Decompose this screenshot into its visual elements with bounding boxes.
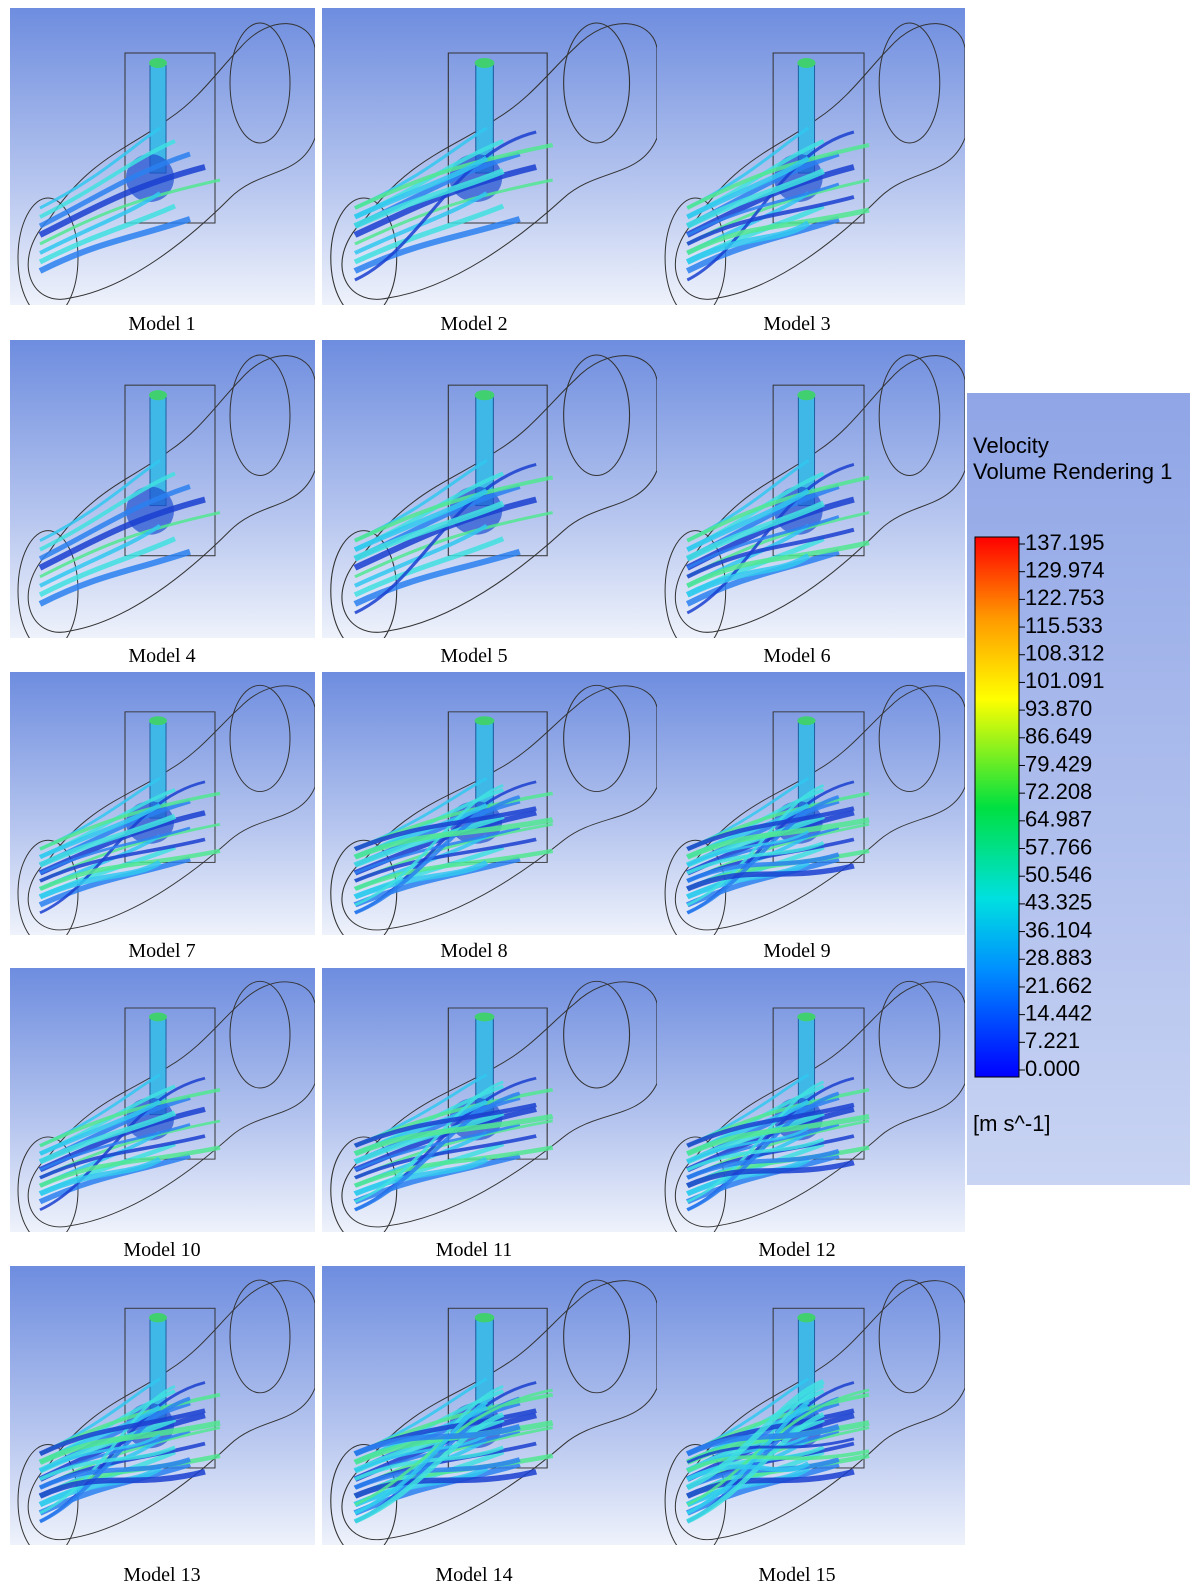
model-caption: Model 4 — [62, 645, 262, 668]
tick-label: 50.546 — [1025, 862, 1092, 887]
flow-render — [10, 672, 315, 935]
model-image — [657, 1266, 965, 1545]
flow-render — [322, 1266, 657, 1545]
page: {"panels": [ {"caption": "Model 1"}, {"c… — [0, 0, 1190, 1589]
flow-render — [10, 8, 315, 305]
tick-label: 14.442 — [1025, 1000, 1092, 1025]
flow-render — [322, 340, 657, 638]
flow-render — [322, 968, 657, 1232]
model-caption: Model 2 — [374, 313, 574, 336]
model-caption: Model 3 — [697, 313, 897, 336]
flow-render — [657, 672, 965, 935]
flow-render — [10, 968, 315, 1232]
model-caption: Model 13 — [62, 1564, 262, 1587]
tick-label: 122.753 — [1025, 585, 1105, 610]
flow-render — [10, 340, 315, 638]
model-caption: Model 6 — [697, 645, 897, 668]
tick-label: 0.000 — [1025, 1056, 1080, 1081]
flow-render — [322, 8, 657, 305]
tick-label: 72.208 — [1025, 779, 1092, 804]
tick-label: 101.091 — [1025, 668, 1105, 693]
model-caption: Model 5 — [374, 645, 574, 668]
flow-render — [657, 968, 965, 1232]
model-image — [10, 1266, 315, 1545]
model-caption: Model 12 — [697, 1239, 897, 1262]
model-image — [10, 968, 315, 1232]
tick-label: 21.662 — [1025, 973, 1092, 998]
flow-render — [657, 1266, 965, 1545]
model-image — [657, 968, 965, 1232]
model-image — [322, 672, 657, 935]
tick-label: 108.312 — [1025, 641, 1105, 666]
model-image — [322, 968, 657, 1232]
tick-label: 36.104 — [1025, 917, 1092, 942]
model-caption: Model 15 — [697, 1564, 897, 1587]
tick-label: 115.533 — [1025, 613, 1103, 638]
tick-label: 57.766 — [1025, 834, 1092, 859]
tick-label: 129.974 — [1025, 557, 1105, 582]
flow-render — [657, 8, 965, 305]
flow-render — [322, 672, 657, 935]
flow-render — [10, 1266, 315, 1545]
model-caption: Model 14 — [374, 1564, 574, 1587]
color-legend: Velocity Volume Rendering 1 [m s^-1] 137… — [967, 393, 1190, 1185]
model-caption: Model 11 — [374, 1239, 574, 1262]
tick-label: 137.195 — [1025, 530, 1105, 555]
model-caption: Model 10 — [62, 1239, 262, 1262]
tick-label: 28.883 — [1025, 945, 1092, 970]
model-image — [10, 672, 315, 935]
model-image — [10, 340, 315, 638]
flow-render — [657, 340, 965, 638]
model-image — [657, 340, 965, 638]
model-image — [322, 1266, 657, 1545]
tick-label: 64.987 — [1025, 807, 1092, 832]
model-image — [10, 8, 315, 305]
model-caption: Model 1 — [62, 313, 262, 336]
model-caption: Model 7 — [62, 940, 262, 963]
tick-label: 7.221 — [1025, 1028, 1080, 1053]
model-caption: Model 8 — [374, 940, 574, 963]
colorbar-gradient — [975, 537, 1019, 1077]
model-caption: Model 9 — [697, 940, 897, 963]
model-image — [657, 8, 965, 305]
model-image — [322, 340, 657, 638]
tick-label: 43.325 — [1025, 890, 1092, 915]
tick-label: 79.429 — [1025, 751, 1092, 776]
tick-label: 93.870 — [1025, 696, 1092, 721]
model-image — [657, 672, 965, 935]
tick-label: 86.649 — [1025, 724, 1092, 749]
model-image — [322, 8, 657, 305]
